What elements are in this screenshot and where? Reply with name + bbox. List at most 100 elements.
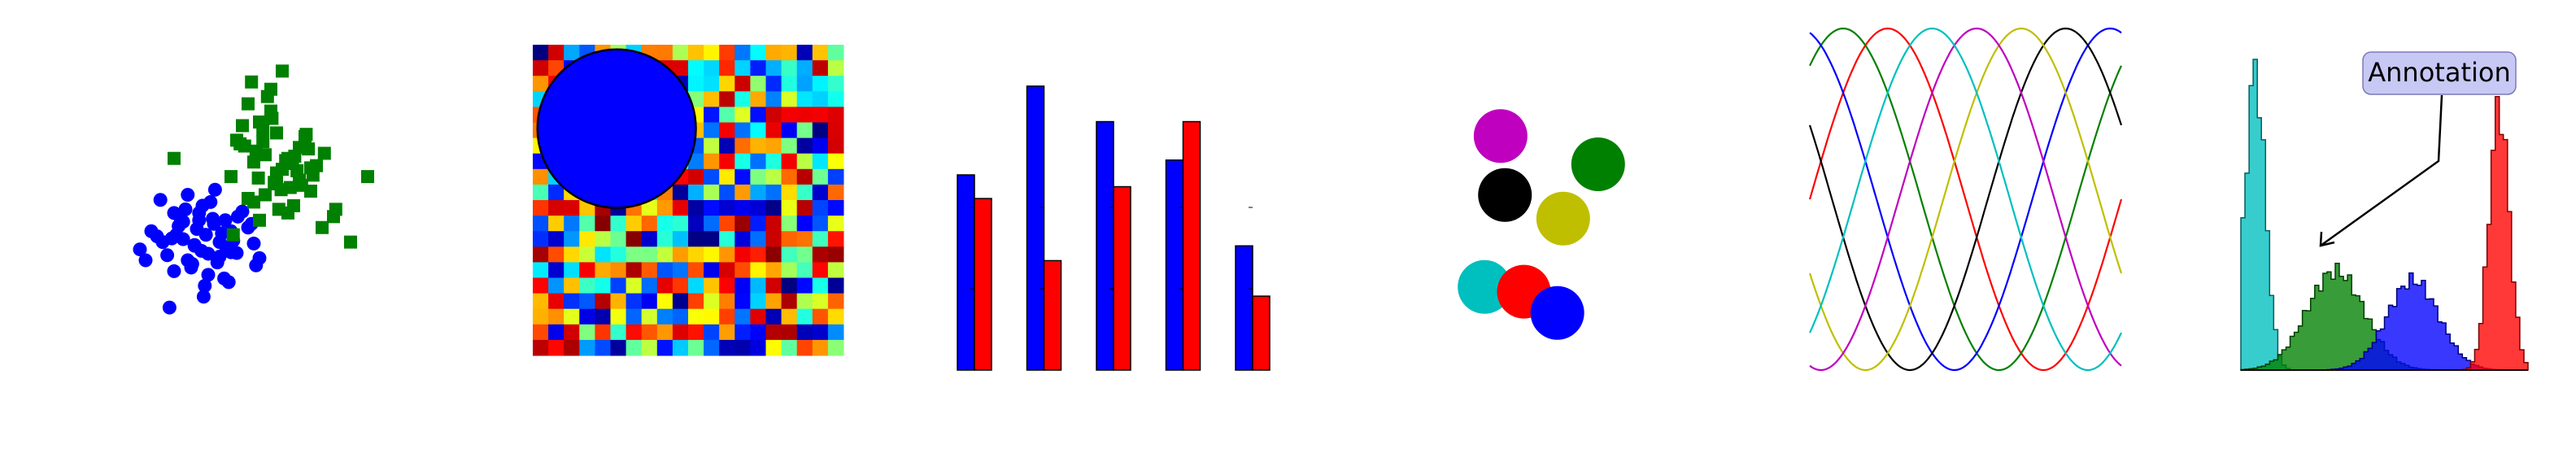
heatmap-cell [625, 308, 643, 325]
heatmap-cell [812, 168, 829, 185]
heatmap-cell [688, 184, 704, 201]
heatmap-cell [719, 324, 735, 341]
bar-red [974, 198, 992, 371]
heatmap-cell [688, 277, 704, 294]
heatmap-cell [688, 293, 704, 310]
heatmap-cell [734, 246, 751, 263]
heatmap-cell [641, 308, 658, 325]
heatmap-cell [827, 60, 844, 76]
scatter-point-blue [203, 194, 218, 209]
heatmap-cell [765, 324, 782, 341]
heatmap-cell [533, 168, 549, 185]
heatmap-cell [533, 308, 549, 325]
heatmap-cell [827, 168, 844, 185]
heatmap-cell [734, 122, 751, 139]
scatter-point-blue [210, 255, 224, 270]
heatmap-cell [812, 200, 829, 216]
heatmap-cell [796, 200, 813, 216]
scatter-point-green [247, 155, 260, 169]
heatmap-cell [750, 45, 766, 61]
scatter-point-blue [178, 202, 193, 216]
heatmap-cell [564, 277, 580, 294]
heatmap-cell [719, 308, 735, 325]
heatmap-cell [548, 216, 564, 232]
annotation: Annotation [2319, 51, 2517, 247]
heatmap-cell [533, 293, 549, 310]
heatmap-cell [781, 45, 798, 61]
heatmap-cell [765, 76, 782, 92]
heatmap-cell [796, 107, 813, 123]
heatmap-cell [827, 262, 844, 278]
heatmap-cell [765, 137, 782, 155]
heatmap-cell [812, 122, 829, 139]
heatmap-cell [734, 107, 751, 123]
heatmap-cell [765, 293, 782, 310]
heatmap-cell [781, 216, 798, 232]
heatmap-cell [548, 262, 564, 278]
heatmap-cell [688, 339, 704, 356]
scatter-point-blue [167, 264, 181, 278]
scatter-point-green [344, 235, 357, 249]
scatter-point-blue [167, 206, 181, 220]
heatmap-cell [734, 184, 751, 201]
heatmap-cell [734, 45, 751, 61]
histogram-panel: Annotation [2240, 51, 2529, 371]
heatmap-cell [719, 262, 735, 278]
scatter-point-blue [160, 248, 175, 263]
heatmap-cell [625, 216, 643, 232]
heatmap-cell [625, 293, 643, 310]
scatter-point-blue [181, 187, 195, 202]
bar-blue [1165, 159, 1184, 371]
bar-red [1113, 185, 1131, 371]
heatmap-cell [750, 277, 766, 294]
heatmap-cell [688, 246, 704, 263]
scatter-point-blue [198, 278, 212, 293]
heatmap-cell [704, 76, 720, 92]
heatmap-panel [533, 45, 844, 356]
heatmap-cell [827, 200, 844, 216]
heatmap-cell [579, 231, 595, 247]
heatmap-cell [734, 277, 751, 294]
heatmap-cell [595, 308, 611, 325]
heatmap-cell [564, 231, 580, 247]
heatmap-cell [734, 200, 751, 216]
heatmap-cell [827, 293, 844, 310]
heatmap-cell [641, 262, 658, 278]
heatmap-cell [781, 339, 798, 356]
heatmap-cell [564, 293, 580, 310]
sine-line [1808, 27, 2123, 372]
heatmap-cell [672, 277, 689, 294]
heatmap-cell [734, 339, 751, 356]
heatmap-cell [812, 45, 829, 61]
heatmap-cell [533, 184, 549, 201]
heatmap-cell [750, 293, 766, 310]
heatmap-cell [812, 76, 829, 92]
heatmap-cell [579, 308, 595, 325]
heatmap-cell [672, 200, 689, 216]
sine-line [1808, 27, 2123, 372]
scatter-point-green [316, 220, 329, 234]
heatmap-cell [781, 324, 798, 341]
heatmap-cell [827, 76, 844, 92]
heatmap-cell [765, 262, 782, 278]
bar-blue [1026, 85, 1045, 371]
heatmap-cell [812, 60, 829, 76]
heatmap-cell [548, 246, 564, 263]
heatmap-cell [704, 200, 720, 216]
circle-marker [1458, 259, 1512, 314]
heatmap-cell [734, 91, 751, 107]
heatmap-cell [625, 246, 643, 263]
scatter-point-green [242, 97, 255, 111]
scatter-point-blue [150, 229, 164, 243]
heatmap-cell [719, 231, 735, 247]
scatter-point-green [274, 183, 288, 197]
heatmap-cell [672, 231, 689, 247]
scatter-point-green [253, 213, 266, 227]
heatmap-cell [796, 168, 813, 185]
heatmap-cell [595, 231, 611, 247]
heatmap-cell [781, 246, 798, 263]
heatmap-cell [734, 324, 751, 341]
circle-marker [1571, 137, 1625, 191]
heatmap-cell [704, 339, 720, 356]
heatmap-cell [781, 277, 798, 294]
